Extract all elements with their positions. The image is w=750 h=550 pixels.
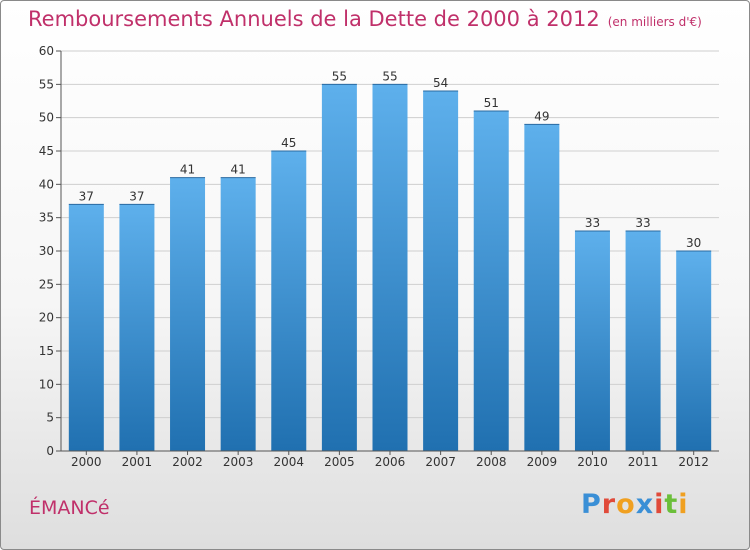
x-tick-label: 2000 [71, 455, 102, 469]
x-axis: 2000 2001 2002 2003 2004 2005 2006 2007 2008 2009… [61, 450, 719, 469]
bar [170, 177, 206, 451]
y-tick-label: 15 [39, 344, 54, 358]
x-tick-label: 2003 [223, 455, 254, 469]
bar [473, 111, 509, 451]
chart-title: Remboursements Annuels de la Dette de 20… [28, 7, 702, 31]
title-text: Remboursements Annuels de la Dette de 20… [28, 7, 600, 31]
logo-letter: x [635, 489, 655, 520]
bar [220, 177, 256, 451]
y-tick-label: 55 [39, 77, 54, 91]
x-tick-label: 2012 [678, 455, 709, 469]
y-tick-label: 40 [39, 177, 54, 191]
y-tick-label: 25 [39, 277, 54, 291]
bar [574, 231, 610, 451]
bar [625, 231, 661, 451]
data-label: 45 [281, 136, 296, 150]
data-label: 51 [484, 96, 499, 110]
place-name: ÉMANCé [29, 497, 110, 519]
logo-letter: o [616, 489, 636, 520]
data-label: 37 [79, 189, 94, 203]
y-tick-label: 0 [46, 444, 54, 458]
data-label: 49 [534, 109, 549, 123]
logo-letter: t [664, 489, 679, 520]
bar [676, 251, 712, 451]
x-tick-label: 2005 [324, 455, 355, 469]
x-tick-label: 2008 [476, 455, 507, 469]
x-tick-label: 2004 [273, 455, 304, 469]
y-axis: 0 5 10 15 20 25 30 35 40 45 50 55 60 [39, 44, 62, 458]
data-label: 37 [129, 189, 144, 203]
data-label: 33 [635, 216, 650, 230]
logo-letter: i [678, 489, 689, 520]
y-tick-label: 30 [39, 244, 54, 258]
y-tick-label: 60 [39, 44, 54, 58]
x-tick-label: 2001 [122, 455, 153, 469]
data-label: 41 [180, 163, 195, 177]
bar [68, 204, 104, 451]
x-tick-label: 2006 [375, 455, 406, 469]
x-tick-label: 2010 [577, 455, 608, 469]
y-tick-label: 20 [39, 311, 54, 325]
data-label: 54 [433, 76, 448, 90]
y-tick-label: 5 [46, 411, 54, 425]
x-tick-label: 2011 [628, 455, 659, 469]
proxiti-logo[interactable]: Proxiti [581, 489, 689, 520]
logo-letter: P [581, 489, 602, 520]
y-tick-label: 35 [39, 211, 54, 225]
bar [372, 84, 408, 451]
bar [423, 91, 459, 451]
data-label: 41 [231, 163, 246, 177]
bars: 37 37 41 41 45 55 55 54 51 49 33 33 30 [68, 69, 712, 451]
x-tick-label: 2007 [425, 455, 456, 469]
logo-letter: i [654, 489, 665, 520]
logo-letter: r [601, 489, 617, 520]
bar [119, 204, 155, 451]
data-label: 55 [382, 69, 397, 83]
x-tick-label: 2002 [172, 455, 203, 469]
data-label: 33 [585, 216, 600, 230]
bar [271, 151, 307, 451]
x-tick-label: 2009 [527, 455, 558, 469]
y-tick-label: 50 [39, 111, 54, 125]
bar [321, 84, 357, 451]
data-label: 30 [686, 236, 701, 250]
data-label: 55 [332, 69, 347, 83]
y-tick-label: 10 [39, 377, 54, 391]
unit-note: (en milliers d'€) [607, 15, 702, 29]
y-tick-label: 45 [39, 144, 54, 158]
bar [524, 124, 560, 451]
